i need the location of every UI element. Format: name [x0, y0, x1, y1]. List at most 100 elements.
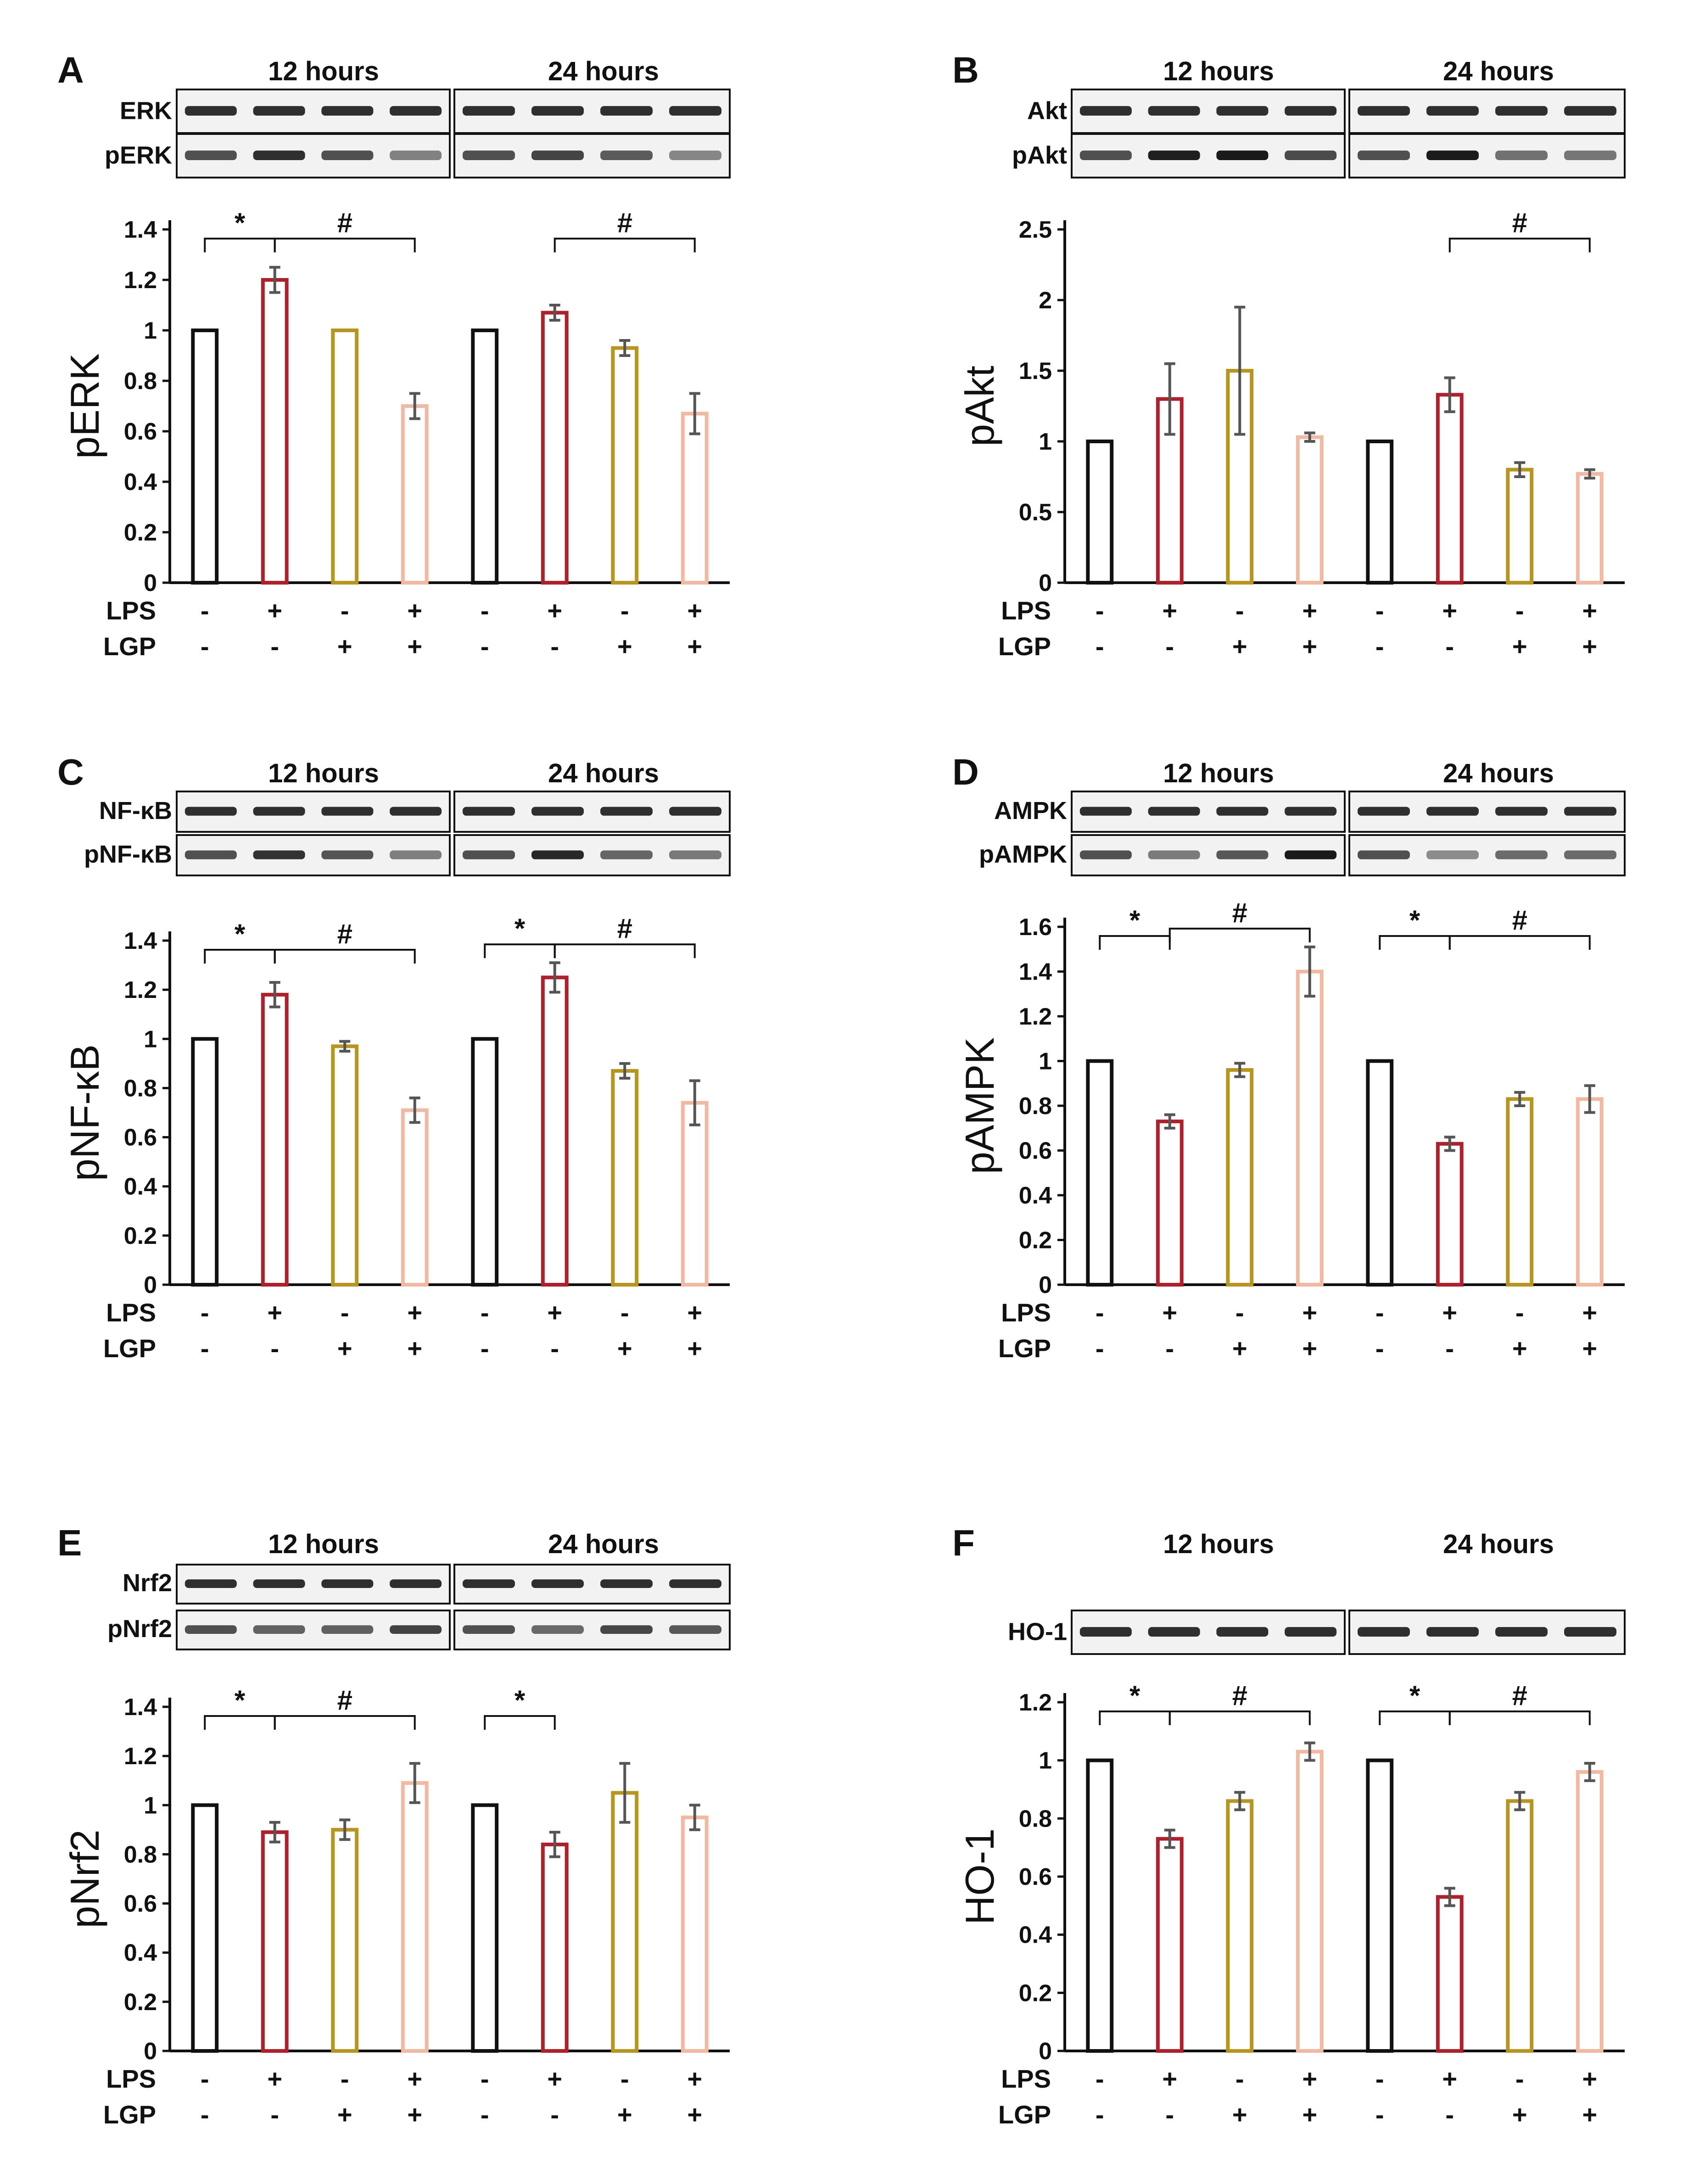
treatment-sign: + — [267, 596, 282, 625]
blot-strip — [1348, 834, 1626, 876]
blot-band — [1216, 150, 1269, 160]
blot-band — [184, 1579, 237, 1588]
blot-band — [390, 1625, 442, 1634]
blot-band — [184, 807, 237, 816]
blot-band — [253, 807, 305, 816]
treatment-sign: + — [687, 632, 702, 661]
y-tick-label: 0.8 — [124, 1841, 157, 1868]
treatment-sign: + — [1582, 632, 1597, 661]
treatment-sign: - — [341, 1298, 349, 1327]
bar — [611, 1069, 639, 1287]
panel-b: B 12 hours 24 hours Akt pAkt 0 0.5 1 1.5 2 2.5 pAkt… — [952, 50, 1626, 661]
bar — [541, 1843, 569, 2053]
treatment-sign: - — [201, 2064, 209, 2093]
blot-strip — [453, 133, 731, 178]
treatment-sign: - — [481, 1298, 489, 1327]
y-tick-label: 1 — [1039, 429, 1052, 455]
significance-bracket: * — [204, 919, 276, 964]
significance-bracket: * — [484, 1685, 556, 1730]
y-axis-label: pNF-κB — [62, 1044, 107, 1181]
treatment-sign: - — [1165, 632, 1174, 661]
treatment-sign: + — [1302, 632, 1317, 661]
y-tick-label: 0.2 — [1019, 1227, 1052, 1254]
time-label-24h: 24 hours — [548, 758, 659, 788]
blot-strip — [1348, 133, 1626, 178]
treatment-sign: + — [407, 596, 422, 625]
blot-band — [1426, 1627, 1479, 1637]
blot-strip — [453, 791, 731, 833]
treatment-sign: - — [270, 1334, 279, 1363]
blot-label: HO-1 — [1008, 1618, 1067, 1646]
y-tick-label: 1.2 — [1019, 1689, 1052, 1716]
bracket-line — [484, 1715, 556, 1730]
blot-band — [321, 106, 374, 116]
significance-bracket: # — [553, 207, 696, 252]
panel-label: F — [952, 1522, 975, 1563]
blot-band — [253, 1579, 305, 1588]
treatment-sign: + — [547, 596, 562, 625]
blot-band — [1079, 150, 1132, 160]
treatment-sign: + — [687, 1298, 702, 1327]
blot-band — [321, 1579, 374, 1588]
treatment-label: LGP — [998, 1334, 1051, 1363]
treatment-sign: - — [1375, 1334, 1384, 1363]
y-tick-label: 1.4 — [1019, 959, 1052, 986]
significance-symbol: * — [514, 913, 526, 944]
blot-strip — [176, 1610, 451, 1650]
y-tick-label: 0.6 — [1019, 1864, 1052, 1890]
blot-band — [390, 106, 442, 116]
blot-band — [463, 850, 515, 859]
bar — [261, 992, 289, 1287]
y-tick-label: 0.2 — [124, 1989, 157, 2016]
panel-a: A 12 hours 24 hours ERK pERK 0 0.2 0.4 0.6 0.8 1 1.… — [57, 50, 731, 661]
treatment-sign: - — [621, 596, 629, 625]
time-label-12h: 12 hours — [268, 1529, 379, 1559]
blot-band — [669, 1579, 721, 1588]
blot-band — [600, 1625, 653, 1634]
treatment-sign: - — [1096, 596, 1104, 625]
treatment-sign: + — [687, 1334, 702, 1363]
y-tick-label: 0.2 — [124, 519, 157, 546]
bar — [191, 1037, 219, 1287]
bar — [331, 329, 359, 585]
blot-band — [600, 807, 653, 816]
treatment-sign: + — [267, 1298, 282, 1327]
y-tick-label: 1.6 — [1019, 914, 1052, 941]
blot-band — [1079, 807, 1132, 816]
treatment-sign: + — [1232, 632, 1247, 661]
blot-band — [600, 150, 653, 160]
y-tick-label: 0.4 — [124, 1174, 157, 1200]
blot-band — [1079, 850, 1132, 859]
blot-band — [1564, 850, 1616, 859]
bar — [471, 329, 499, 585]
treatment-sign: - — [1096, 1334, 1104, 1363]
blot-band — [1285, 150, 1337, 160]
time-label-24h: 24 hours — [548, 1529, 659, 1559]
blot-band — [600, 106, 653, 116]
treatment-sign: - — [201, 1298, 209, 1327]
blot-band — [1358, 1627, 1410, 1637]
y-tick-label: 0.5 — [1019, 499, 1052, 526]
blot-band — [1148, 807, 1200, 816]
blot-band — [1148, 150, 1200, 160]
treatment-sign: + — [1582, 1334, 1597, 1363]
significance-bracket: * — [1379, 1680, 1451, 1725]
blot-band — [1426, 106, 1479, 116]
treatment-sign: + — [1302, 2064, 1317, 2093]
significance-bracket: * — [204, 207, 276, 252]
bar — [1296, 1749, 1324, 2053]
significance-symbol: * — [235, 207, 246, 238]
treatment-sign: - — [550, 632, 559, 661]
blot-band — [1216, 807, 1269, 816]
blot-strip — [176, 1564, 451, 1605]
treatment-sign: - — [1236, 2064, 1244, 2093]
blot-strip — [176, 89, 451, 134]
treatment-sign: + — [1582, 596, 1597, 625]
bar — [541, 975, 569, 1287]
treatment-sign: - — [270, 2100, 279, 2129]
time-label-12h: 12 hours — [268, 56, 379, 86]
treatment-sign: + — [407, 632, 422, 661]
bar — [1436, 1895, 1464, 2053]
y-tick-label: 1.4 — [124, 217, 157, 243]
treatment-sign: - — [481, 2064, 489, 2093]
